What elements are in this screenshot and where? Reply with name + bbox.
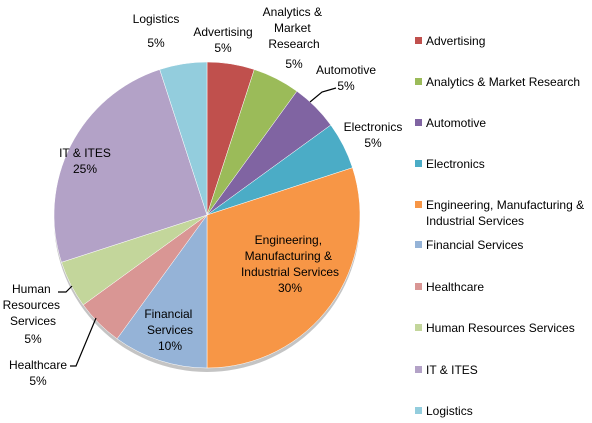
legend-label: IT & ITES — [426, 363, 478, 377]
data-label-value: 5% — [285, 57, 303, 71]
pie-slice — [116, 214, 208, 369]
leader-line — [70, 317, 97, 367]
data-label-value: 5% — [147, 36, 165, 50]
data-label-category: Human Resources Services — [3, 282, 64, 328]
legend-label: Healthcare — [426, 280, 484, 294]
legend-label: Automotive — [426, 116, 486, 130]
legend-swatch — [415, 201, 422, 208]
data-label-value: 5% — [24, 332, 42, 346]
data-label-category: Analytics & Market Research — [263, 5, 326, 51]
data-label-value: 30% — [278, 281, 302, 295]
legend-swatch — [415, 407, 422, 414]
legend-label: Analytics & Market Research — [426, 75, 580, 89]
legend-swatch — [415, 119, 422, 126]
legend-label: Engineering, Manufacturing & Industrial … — [426, 198, 587, 228]
legend-label: Human Resources Services — [426, 321, 575, 335]
data-label-value: 10% — [158, 339, 182, 353]
data-label-category: IT & ITES — [59, 146, 111, 160]
data-label-category: Advertising — [193, 25, 252, 39]
legend-swatch — [415, 283, 422, 290]
legend-swatch — [415, 324, 422, 331]
data-label-category: Engineering, Manufacturing & Industrial … — [241, 233, 339, 279]
data-label-value: 5% — [214, 41, 232, 55]
leader-line — [309, 87, 337, 103]
data-label-category: Healthcare — [9, 358, 67, 372]
legend-swatch — [415, 366, 422, 373]
data-label-value: 25% — [73, 162, 97, 176]
legend-label: Advertising — [426, 34, 485, 48]
data-label-category: Electronics — [344, 120, 403, 134]
pie — [53, 61, 361, 369]
legend-swatch — [415, 78, 422, 85]
legend-swatch — [415, 37, 422, 44]
legend-label: Logistics — [426, 404, 473, 418]
data-label-value: 5% — [364, 136, 382, 150]
legend-swatch — [415, 160, 422, 167]
legend-label: Financial Services — [426, 238, 523, 252]
pie-slice — [53, 69, 208, 263]
legend-label: Electronics — [426, 157, 485, 171]
legend-swatch — [415, 241, 422, 248]
data-label-category: Logistics — [133, 12, 180, 26]
data-label-value: 5% — [337, 79, 355, 93]
data-label-category: Financial Services — [144, 307, 195, 337]
data-label-category: Automotive — [316, 63, 376, 77]
leader-line — [58, 285, 73, 293]
pie-slice — [206, 167, 361, 369]
data-label-value: 5% — [29, 374, 47, 388]
pie-slice — [159, 61, 208, 216]
